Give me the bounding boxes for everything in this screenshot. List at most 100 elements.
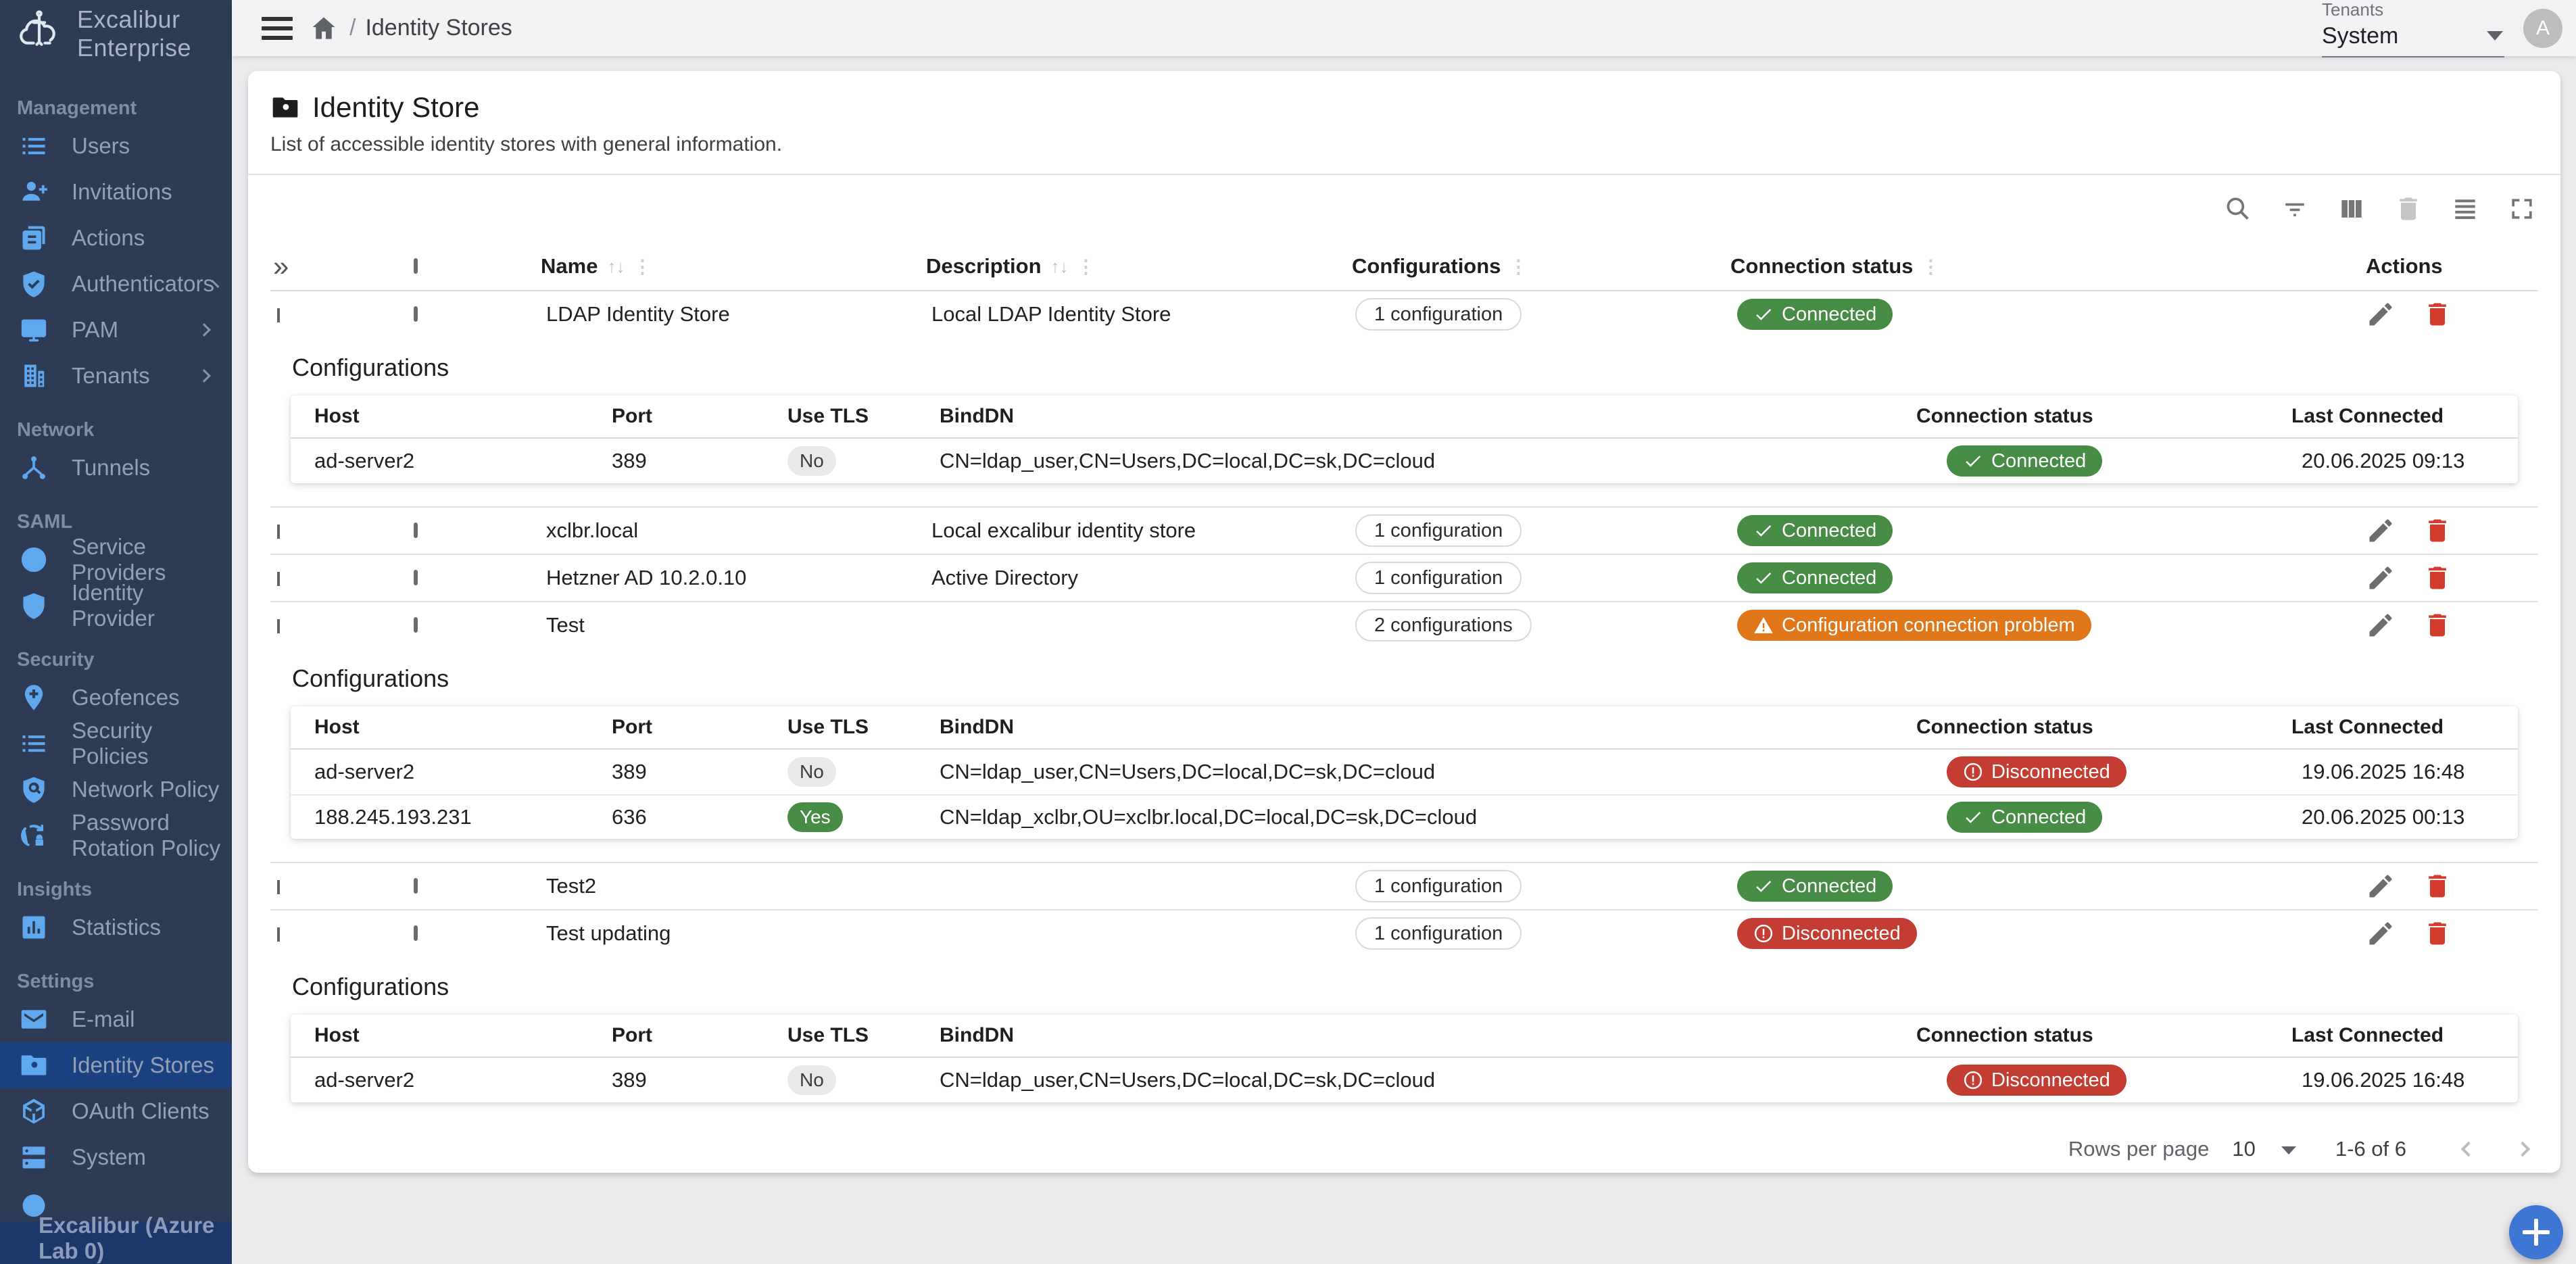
- breadcrumb-separator: /: [349, 15, 356, 41]
- row-checkbox[interactable]: [414, 617, 418, 633]
- brand-header[interactable]: Excalibur Enterprise: [0, 0, 232, 68]
- breadcrumb-current[interactable]: Identity Stores: [365, 15, 512, 41]
- sidebar-item-network-policy[interactable]: Network Policy: [0, 767, 232, 812]
- section-management: Management: [17, 97, 137, 119]
- sidebar-item-geofences[interactable]: Geofences: [0, 675, 232, 721]
- bar-chart-icon: [18, 912, 49, 943]
- filter-icon[interactable]: [2279, 193, 2311, 225]
- sidebar-item-tunnels[interactable]: Tunnels: [0, 445, 232, 491]
- sort-icon[interactable]: ↑↓: [1050, 256, 1069, 276]
- delete-icon[interactable]: [2423, 919, 2452, 948]
- rows-per-page-value[interactable]: 10: [2232, 1137, 2256, 1161]
- section-settings: Settings: [17, 971, 95, 992]
- sidebar-item-tenants[interactable]: Tenants: [0, 353, 232, 399]
- select-all-checkbox[interactable]: [414, 258, 418, 274]
- row-density-icon[interactable]: [2449, 193, 2481, 225]
- globe-icon: [18, 544, 49, 575]
- previous-page-icon[interactable]: [2460, 1141, 2477, 1157]
- rows-per-page-caret-icon[interactable]: [2281, 1146, 2296, 1154]
- table-row: Test 2 configurations Configuration conn…: [270, 602, 2538, 863]
- column-menu-icon[interactable]: ⋮: [633, 256, 652, 277]
- environment-label: Excalibur (Azure Lab 0): [39, 1213, 232, 1264]
- column-header-configurations[interactable]: Configurations ⋮: [1352, 254, 1528, 278]
- delete-icon[interactable]: [2423, 516, 2452, 545]
- column-menu-icon[interactable]: ⋮: [1921, 256, 1940, 277]
- add-identity-store-button[interactable]: [2509, 1205, 2563, 1259]
- page-range-label: 1-6 of 6: [2335, 1137, 2406, 1161]
- config-column-port: Port: [612, 716, 652, 738]
- screen-share-icon: [18, 314, 49, 345]
- edit-icon[interactable]: [2366, 563, 2396, 593]
- sidebar-item-system[interactable]: System: [0, 1134, 232, 1180]
- page-title: Identity Store: [312, 91, 480, 123]
- edit-icon[interactable]: [2366, 516, 2396, 545]
- sidebar-item-security-policies[interactable]: Security Policies: [0, 718, 232, 769]
- edit-icon[interactable]: [2366, 299, 2396, 329]
- menu-toggle-icon[interactable]: [262, 16, 293, 40]
- row-checkbox[interactable]: [414, 925, 418, 941]
- delete-icon[interactable]: [2423, 563, 2452, 593]
- column-menu-icon[interactable]: ⋮: [1076, 256, 1096, 277]
- column-header-description[interactable]: Description ↑↓ ⋮: [926, 254, 1096, 278]
- delete-icon[interactable]: [2392, 193, 2425, 225]
- row-checkbox[interactable]: [414, 306, 418, 322]
- delete-icon[interactable]: [2423, 299, 2452, 329]
- edit-icon[interactable]: [2366, 610, 2396, 640]
- configurations-expansion: Configurations Host Port Use TLS BindDN …: [270, 956, 2538, 1125]
- sidebar-item-email[interactable]: E-mail: [0, 996, 232, 1042]
- sidebar-item-actions[interactable]: Actions: [0, 215, 232, 261]
- sidebar-item-service-providers[interactable]: Service Providers: [0, 534, 232, 585]
- collapse-row-icon[interactable]: [277, 927, 280, 942]
- collapse-row-icon[interactable]: [277, 619, 280, 633]
- main-area: / Identity Stores Tenants System A: [232, 0, 2576, 1264]
- expand-all-icon[interactable]: »: [273, 250, 289, 282]
- row-checkbox[interactable]: [414, 522, 418, 538]
- column-header-connection-status[interactable]: Connection status ⋮: [1730, 254, 1940, 278]
- row-checkbox[interactable]: [414, 570, 418, 585]
- config-port: 389: [612, 449, 647, 472]
- edit-icon[interactable]: [2366, 871, 2396, 901]
- rows-per-page-label: Rows per page: [2068, 1137, 2210, 1161]
- delete-icon[interactable]: [2423, 871, 2452, 901]
- tenants-select[interactable]: Tenants System: [2322, 0, 2504, 57]
- expand-row-icon[interactable]: [277, 880, 280, 894]
- configurations-title: Configurations: [292, 664, 449, 692]
- config-binddn: CN=ldap_user,CN=Users,DC=local,DC=sk,DC=…: [940, 449, 1436, 472]
- config-column-connection-status: Connection status: [1916, 716, 2093, 738]
- sort-icon[interactable]: ↑↓: [607, 256, 625, 276]
- expand-row-icon[interactable]: [277, 525, 280, 539]
- next-page-icon[interactable]: [2514, 1141, 2531, 1157]
- table-row: xclbr.local Local excalibur identity sto…: [270, 508, 2538, 555]
- sidebar-item-oauth-clients[interactable]: OAuth Clients: [0, 1088, 232, 1134]
- sidebar-item-pam[interactable]: PAM: [0, 307, 232, 353]
- sidebar-item-identity-provider[interactable]: Identity Provider: [0, 580, 232, 631]
- fullscreen-icon[interactable]: [2506, 193, 2538, 225]
- edit-icon[interactable]: [2366, 919, 2396, 948]
- environment-footer[interactable]: Excalibur (Azure Lab 0): [0, 1213, 232, 1264]
- expand-row-icon[interactable]: [277, 572, 280, 586]
- sidebar-item-clipped[interactable]: [0, 1180, 232, 1221]
- search-icon[interactable]: [2222, 193, 2254, 225]
- row-checkbox[interactable]: [414, 878, 418, 894]
- collapse-row-icon[interactable]: [277, 308, 280, 322]
- status-badge-connected: Connected: [1737, 871, 1893, 902]
- sidebar-item-identity-stores[interactable]: Identity Stores: [0, 1042, 232, 1088]
- sidebar-item-invitations[interactable]: Invitations: [0, 169, 232, 215]
- identity-store-card: Identity Store List of accessible identi…: [248, 71, 2560, 1173]
- column-menu-icon[interactable]: ⋮: [1509, 256, 1528, 277]
- configurations-chip: 1 configuration: [1355, 917, 1522, 950]
- configurations-chip: 1 configuration: [1355, 514, 1522, 547]
- column-header-name[interactable]: Name ↑↓ ⋮: [541, 254, 652, 278]
- configurations-title: Configurations: [292, 973, 449, 1000]
- sidebar-item-statistics[interactable]: Statistics: [0, 904, 232, 950]
- view-columns-icon[interactable]: [2335, 193, 2368, 225]
- use-tls-chip: No: [787, 1065, 836, 1095]
- home-icon[interactable]: [309, 14, 339, 43]
- sidebar-item-password-rotation-policy[interactable]: Password Rotation Policy: [0, 810, 232, 860]
- folder-person-icon: [272, 97, 298, 118]
- delete-icon[interactable]: [2423, 610, 2452, 640]
- sidebar-item-users[interactable]: Users: [0, 123, 232, 169]
- user-avatar[interactable]: A: [2523, 8, 2562, 48]
- config-row: ad-server2 389 No CN=ldap_user,CN=Users,…: [291, 439, 2518, 483]
- sidebar-item-authenticators[interactable]: Authenticators: [0, 261, 232, 307]
